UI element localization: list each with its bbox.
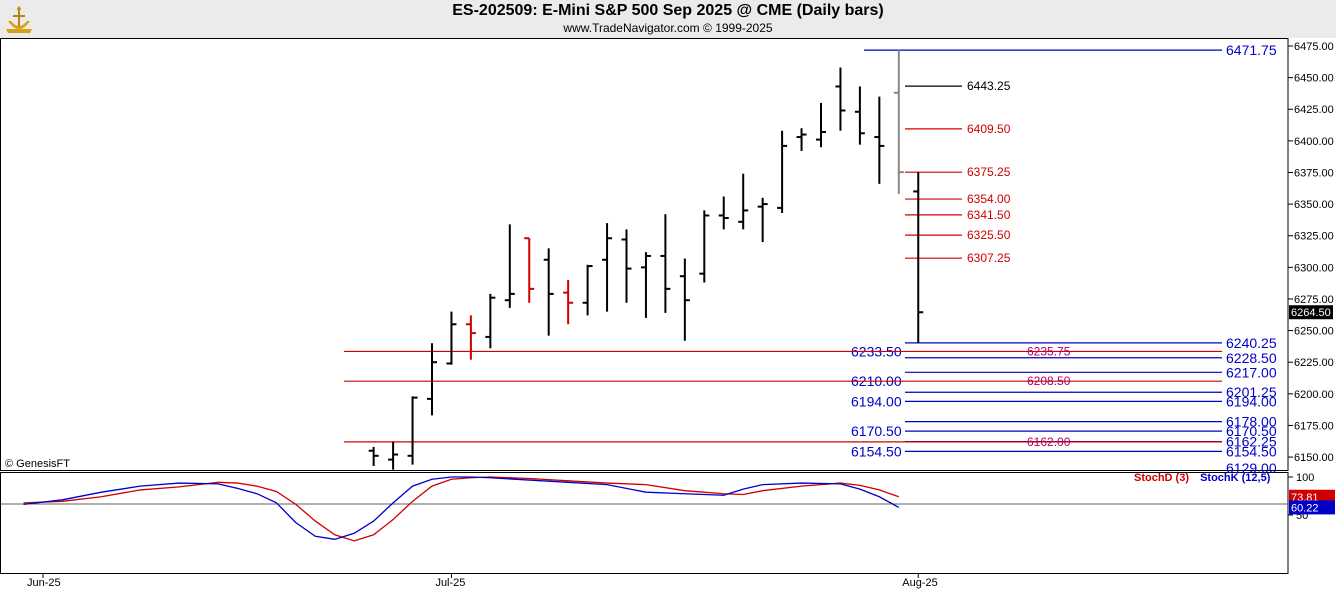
y-tick-label: 6425.00 xyxy=(1294,104,1334,116)
blue-level-label: 6129.00 xyxy=(1226,460,1277,476)
blue-level-label: 6154.50 xyxy=(1226,443,1277,459)
oscillator-panel-frame xyxy=(0,472,1289,574)
projection-level-label: 6354.00 xyxy=(967,192,1011,206)
stochk-value-box xyxy=(1289,500,1335,515)
osc-y-tick-label: 100 xyxy=(1296,472,1314,484)
blue-level-label: 6194.00 xyxy=(1226,393,1277,409)
y-tick-label: 6275.00 xyxy=(1294,294,1334,306)
red-level-label: 6235.75 xyxy=(1027,344,1071,358)
projection-level-label: 6307.25 xyxy=(967,251,1011,265)
stochd-line xyxy=(23,476,900,542)
blue-level-left-label: 6170.50 xyxy=(851,423,902,439)
y-tick-label: 6475.00 xyxy=(1294,41,1334,53)
y-tick-label: 6300.00 xyxy=(1294,262,1334,274)
x-tick-label: Jul-25 xyxy=(435,577,465,589)
projection-level-label: 6409.50 xyxy=(967,122,1011,136)
y-tick-label: 6200.00 xyxy=(1294,389,1334,401)
chart-title: ES-202509: E-Mini S&P 500 Sep 2025 @ CME… xyxy=(452,2,884,19)
y-tick-label: 6250.00 xyxy=(1294,326,1334,338)
blue-level-left-label: 6194.00 xyxy=(851,393,902,409)
blue-level-label: 6217.00 xyxy=(1226,364,1277,380)
stochd-legend-label: StochD (3) xyxy=(1134,472,1189,484)
blue-level-label: 6240.25 xyxy=(1226,335,1277,351)
y-tick-label: 6225.00 xyxy=(1294,357,1334,369)
y-tick-label: 6150.00 xyxy=(1294,452,1334,464)
projection-level-label: 6443.25 xyxy=(967,79,1011,93)
y-tick-label: 6350.00 xyxy=(1294,199,1334,211)
y-tick-label: 6175.00 xyxy=(1294,420,1334,432)
x-tick-label: Aug-25 xyxy=(902,577,937,589)
stochk-line xyxy=(23,476,900,540)
blue-level-label: 6162.25 xyxy=(1226,434,1277,450)
red-level-label: 6208.50 xyxy=(1027,374,1071,388)
y-tick-label: 6400.00 xyxy=(1294,136,1334,148)
projection-level-label: 6325.50 xyxy=(967,228,1011,242)
price-panel-frame xyxy=(0,38,1289,471)
stochk-legend-label: StochK (12,5) xyxy=(1200,472,1271,484)
blue-level-label: 6178.00 xyxy=(1226,414,1277,430)
blue-level-label: 6170.50 xyxy=(1226,423,1277,439)
copyright-label: © GenesisFT xyxy=(5,458,70,470)
red-level-label: 6162.00 xyxy=(1027,435,1071,449)
y-tick-label: 6450.00 xyxy=(1294,73,1334,85)
y-tick-label: 6375.00 xyxy=(1294,167,1334,179)
stochk-value-label: 60.22 xyxy=(1291,502,1319,514)
projection-level-label: 6341.50 xyxy=(967,208,1011,222)
y-tick-label: 6325.00 xyxy=(1294,231,1334,243)
projection-level-label: 6375.25 xyxy=(967,165,1011,179)
blue-level-label: 6228.50 xyxy=(1226,350,1277,366)
last-price-label: 6264.50 xyxy=(1291,307,1331,319)
stochd-value-box xyxy=(1289,489,1335,504)
last-price-box xyxy=(1289,305,1333,320)
stoch-legend: StochD (3) StochK (12,5) xyxy=(1134,472,1270,484)
chart-subtitle: www.TradeNavigator.com © 1999-2025 xyxy=(563,21,773,35)
tradenavigator-logo-icon xyxy=(6,6,32,33)
blue-level-label: 6471.75 xyxy=(1226,42,1277,58)
blue-level-left-label: 6154.50 xyxy=(851,443,902,459)
chart-header: ES-202509: E-Mini S&P 500 Sep 2025 @ CME… xyxy=(0,0,1336,38)
blue-level-label: 6201.25 xyxy=(1226,384,1277,400)
x-tick-label: Jun-25 xyxy=(27,577,61,589)
